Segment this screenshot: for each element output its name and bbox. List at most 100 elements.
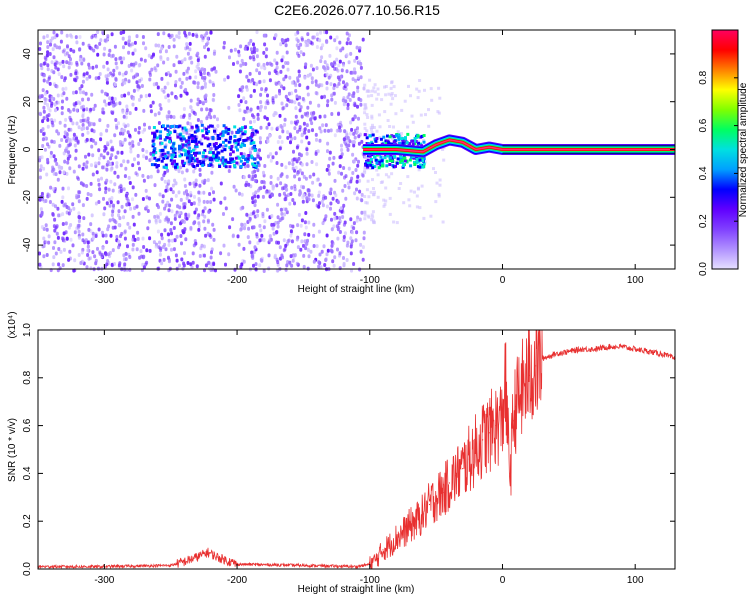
heatmap-cell [96, 30, 100, 35]
heatmap-cell [315, 45, 319, 49]
heatmap-cell [262, 185, 266, 190]
heatmap-cell [309, 63, 313, 68]
heatmap-cell [156, 32, 160, 37]
heatmap-cell [94, 261, 98, 266]
heatmap-cell [252, 145, 256, 149]
heatmap-cell [306, 73, 310, 78]
heatmap-cell [236, 138, 240, 142]
heatmap-cell [124, 193, 128, 198]
heatmap-cell [300, 139, 304, 144]
heatmap-cell [365, 142, 369, 145]
heatmap-cell [63, 123, 67, 128]
heatmap-cell [273, 253, 277, 258]
heatmap-cell [41, 127, 45, 132]
heatmap-cell [234, 156, 238, 160]
heatmap-cell [427, 108, 430, 112]
heatmap-cell [271, 193, 274, 197]
heatmap-cell [190, 125, 194, 129]
heatmap-cell [182, 219, 186, 224]
heatmap-cell [110, 213, 114, 217]
heatmap-cell [310, 193, 314, 198]
heatmap-cell [396, 157, 400, 161]
heatmap-cell [103, 46, 107, 51]
heatmap-cell [61, 236, 65, 241]
heatmap-cell [57, 131, 60, 136]
heatmap-cell [242, 259, 246, 264]
heatmap-cell [140, 84, 144, 88]
heatmap-cell [258, 79, 262, 84]
heatmap-cell [229, 147, 233, 151]
heatmap-cell [123, 267, 127, 272]
heatmap-cell [86, 244, 90, 249]
heatmap-cell [395, 161, 399, 165]
heatmap-cell [128, 111, 132, 116]
heatmap-cell [351, 152, 355, 157]
heatmap-cell [207, 209, 211, 214]
heatmap-cell [125, 104, 129, 109]
heatmap-cell [86, 192, 90, 196]
heatmap-cell [206, 41, 210, 46]
heatmap-cell [363, 217, 367, 221]
heatmap-cell [66, 160, 70, 165]
heatmap-cell [200, 129, 204, 133]
heatmap-cell [345, 53, 349, 57]
heatmap-cell [80, 84, 84, 89]
heatmap-cell [180, 80, 184, 85]
heatmap-cell [413, 142, 417, 146]
heatmap-cell [48, 200, 52, 204]
heatmap-cell [314, 132, 318, 137]
heatmap-cell [334, 193, 338, 198]
heatmap-cell [273, 69, 277, 74]
heatmap-cell [72, 107, 76, 112]
heatmap-cell [186, 45, 189, 50]
heatmap-cell [293, 120, 297, 125]
heatmap-cell [231, 157, 234, 161]
heatmap-cell [255, 30, 259, 35]
heatmap-cell [165, 216, 169, 221]
colorbar-label: Normalized spectral amplitude [738, 82, 749, 217]
heatmap-cell [294, 106, 298, 111]
heatmap-cell [237, 94, 241, 99]
heatmap-cell [148, 70, 152, 75]
heatmap-cell [196, 51, 200, 56]
heatmap-cell [256, 151, 260, 156]
heatmap-cell [393, 94, 397, 98]
heatmap-cell [56, 177, 60, 182]
heatmap-cell [329, 128, 333, 133]
heatmap-cell [205, 127, 208, 131]
heatmap-cell [323, 66, 327, 71]
heatmap-cell [137, 142, 141, 146]
heatmap-cell [231, 217, 235, 222]
heatmap-cell [371, 133, 375, 137]
heatmap-cell [390, 159, 394, 163]
heatmap-cell [382, 198, 386, 202]
heatmap-cell [201, 134, 205, 138]
snr-point [395, 537, 397, 539]
heatmap-cell [127, 50, 131, 55]
heatmap-cell [206, 47, 210, 52]
heatmap-cell [74, 35, 78, 40]
heatmap-cell [170, 209, 174, 214]
heatmap-cell [141, 173, 145, 178]
heatmap-cell [203, 253, 206, 258]
heatmap-cell [302, 253, 306, 258]
heatmap-cell [91, 65, 95, 70]
heatmap-cell [328, 156, 332, 161]
heatmap-cell [171, 190, 175, 195]
heatmap-cell [274, 33, 278, 38]
heatmap-cell [413, 139, 417, 143]
heatmap-cell [303, 127, 307, 132]
heatmap-cell [201, 154, 205, 158]
heatmap-cell [64, 117, 68, 122]
heatmap-cell [264, 190, 268, 195]
heatmap-cell [203, 206, 207, 211]
heatmap-cell [159, 106, 163, 111]
heatmap-cell [122, 159, 126, 164]
heatmap-cell [72, 169, 76, 174]
heatmap-cell [131, 197, 134, 202]
heatmap-cell [438, 178, 442, 182]
snr-plot-area [38, 330, 675, 569]
heatmap-cell [298, 83, 302, 88]
heatmap-cell [286, 37, 290, 42]
heatmap-cell [205, 107, 209, 112]
